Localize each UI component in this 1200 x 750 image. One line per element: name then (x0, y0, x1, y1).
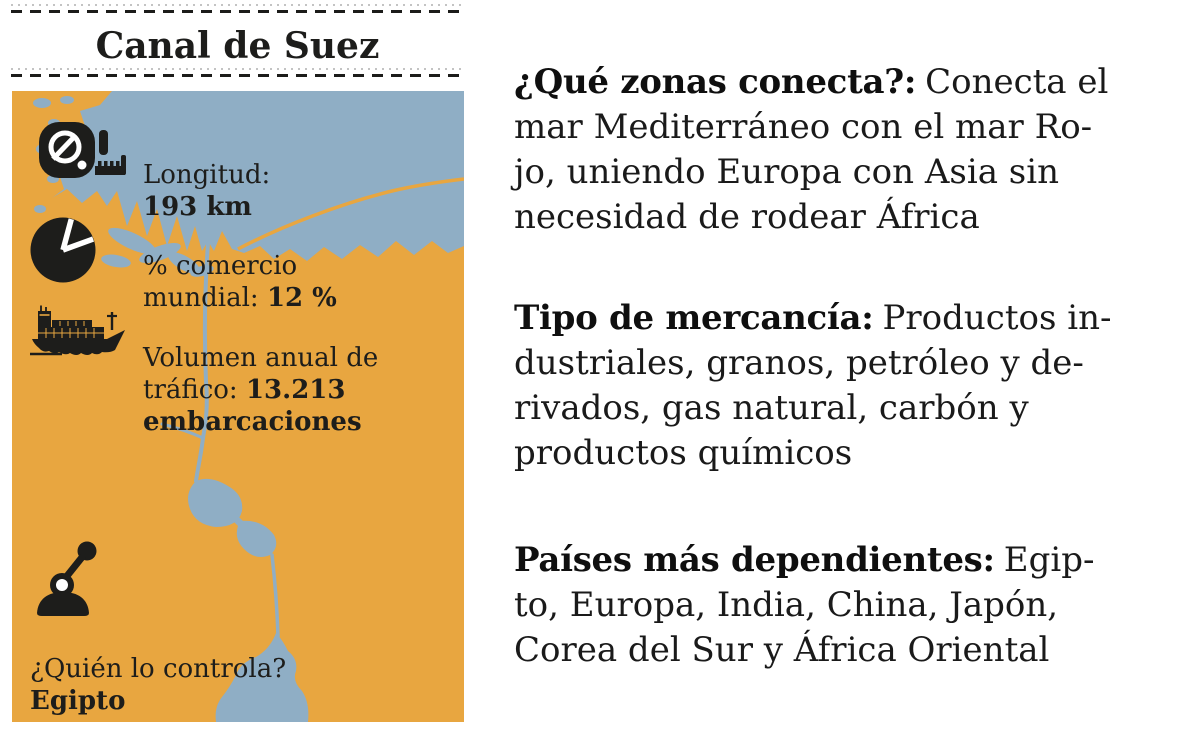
suez-map-panel: Longitud: 193 km % comercio mundial: 12 … (12, 91, 464, 722)
stat-annual-traffic-value: 13.213 embarcaciones (143, 375, 362, 437)
lower-dashed-rule (11, 74, 464, 77)
canal-branch (160, 422, 205, 440)
lagoon-spot (34, 205, 46, 213)
delta-land-corner (12, 91, 112, 263)
stat-world-trade-value: 12 % (266, 283, 337, 313)
coastal-spit (237, 177, 464, 251)
stat-controller-value: Egipto (30, 686, 126, 716)
fact-merchandise-type: Tipo de mercancía: Productos in- dustrial… (514, 296, 1194, 476)
fact-merchandise-type-lead: Tipo de mercancía: (514, 298, 874, 338)
stat-length: Longitud: 193 km (143, 159, 443, 223)
stat-world-trade-label: % comercio mundial: (143, 251, 298, 313)
lagoon-spot (60, 96, 74, 104)
control-lever-icon (37, 541, 97, 616)
lake-neck (233, 516, 251, 534)
stat-annual-traffic-label: Volumen anual de tráfico: (143, 343, 379, 405)
lower-dotted-rule (11, 68, 464, 70)
stat-controller: ¿Quién lo controla? Egipto (30, 653, 330, 717)
mediterranean-sea (12, 91, 464, 261)
lagoon-fingers (101, 227, 214, 277)
top-dashed-rule (11, 10, 464, 13)
stat-length-label: Longitud: (143, 160, 271, 190)
stat-length-value: 193 km (143, 192, 252, 222)
stat-controller-label: ¿Quién lo controla? (30, 654, 287, 684)
fact-dependent-countries: Países más dependientes: Egip- to, Europa… (514, 538, 1194, 673)
great-bitter-lake (188, 478, 243, 527)
fact-zones-connected-lead: ¿Qué zonas conecta?: (514, 62, 917, 102)
gulf-of-suez (215, 633, 309, 722)
tape-measure-icon (39, 122, 126, 178)
canal-south-reach (270, 553, 280, 638)
lagoon-spot (33, 98, 51, 108)
fact-merchandise-type-body: Productos in- dustriales, granos, petról… (514, 298, 1112, 473)
cargo-ship-icon (30, 305, 125, 356)
fact-zones-connected: ¿Qué zonas conecta?: Conecta el mar Medit… (514, 60, 1194, 240)
page-title: Canal de Suez (95, 25, 380, 67)
pie-chart-icon (30, 217, 96, 283)
stat-annual-traffic: Volumen anual de tráfico: 13.213 embarca… (143, 342, 443, 438)
stat-world-trade: % comercio mundial: 12 % (143, 250, 443, 314)
fact-dependent-countries-body: Egip- to, Europa, India, China, Japón, C… (514, 540, 1095, 670)
top-dotted-rule (11, 4, 464, 6)
fact-zones-connected-body: Conecta el mar Mediterráneo con el mar R… (514, 62, 1109, 237)
fact-dependent-countries-lead: Países más dependientes: (514, 540, 995, 580)
suez-canal-line (194, 241, 210, 483)
suez-map-graphic (12, 91, 464, 722)
